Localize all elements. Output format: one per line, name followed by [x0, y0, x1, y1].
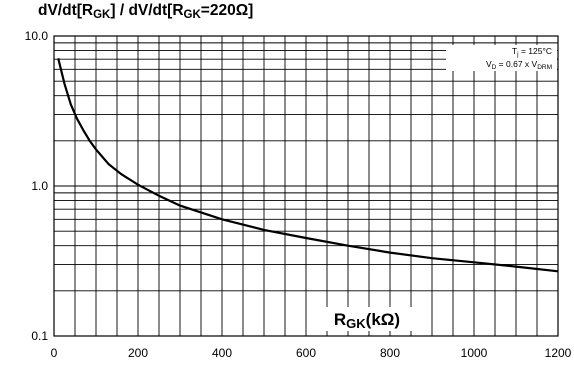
- title-middle: ] / dV/dt[R: [110, 2, 184, 19]
- x-tick-label: 800: [380, 346, 400, 360]
- annotation-voltage: VD = 0.67 x VDRM: [486, 59, 552, 71]
- chart-title: dV/dt[RGK] / dV/dt[RGK=220Ω]: [38, 2, 253, 21]
- x-axis-label: RGK(kΩ): [334, 310, 400, 331]
- y-tick-label: 10.0: [25, 29, 49, 43]
- title-sub-2: GK: [183, 9, 201, 21]
- grid: [54, 35, 558, 337]
- series-line: [57, 58, 559, 273]
- annotation-background: [446, 45, 557, 71]
- title-prefix: dV/dt[R: [38, 2, 94, 19]
- y-tick-label: 1.0: [31, 179, 48, 193]
- x-tick-label: 1200: [545, 346, 572, 360]
- x-tick-labels: 0 200 400 600 800 1000 1200: [51, 346, 572, 360]
- title-suffix: =220Ω]: [200, 2, 254, 19]
- x-tick-label: 200: [128, 346, 148, 360]
- annotation-junction-temp: Tj = 125°C: [512, 46, 552, 58]
- plot-frame: [53, 35, 559, 337]
- x-tick-label: 1000: [461, 346, 488, 360]
- x-label-background: [319, 307, 415, 331]
- x-tick-label: 400: [212, 346, 232, 360]
- y-tick-label: 0.1: [31, 329, 48, 343]
- x-tick-label: 0: [51, 346, 58, 360]
- title-sub-1: GK: [93, 9, 111, 21]
- y-tick-labels: 0.1 1.0 10.0: [25, 29, 49, 343]
- x-tick-label: 600: [296, 346, 316, 360]
